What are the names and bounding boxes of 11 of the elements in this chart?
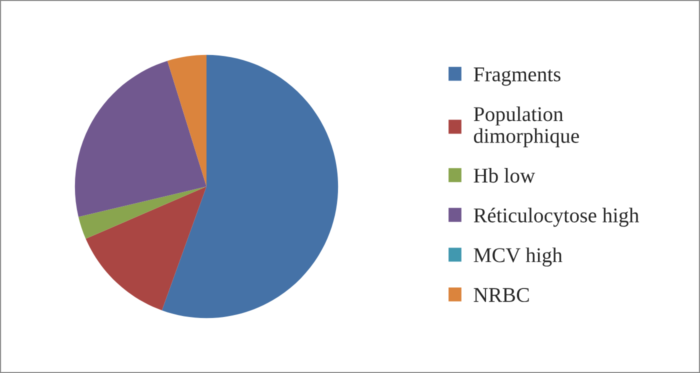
legend-label: Fragments [474,68,560,86]
pie-slice [162,54,338,318]
pie-slice [86,186,206,310]
legend-label: Hb low [474,168,536,183]
legend-label: NRBC [474,288,529,302]
pie-slice [78,186,206,239]
legend-label: Réticulocytose high [474,208,639,227]
pie-slice [74,60,206,217]
pie-slice [167,54,206,186]
legend-label: Population dimorphique [474,106,579,148]
legend-label: MCV high [474,248,562,267]
